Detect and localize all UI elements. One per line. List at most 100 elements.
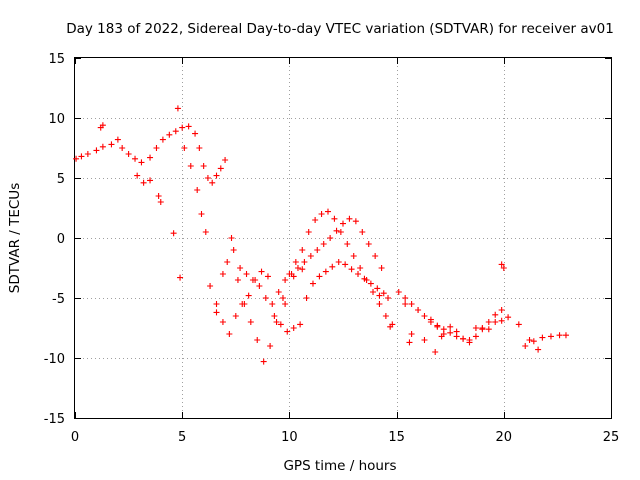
data-point <box>355 271 362 277</box>
data-point <box>243 271 250 277</box>
data-point <box>376 301 383 307</box>
data-point <box>213 172 220 179</box>
data-point <box>522 343 529 349</box>
data-point <box>264 273 271 280</box>
data-point <box>498 261 505 268</box>
data-point <box>219 319 226 325</box>
axis-ticks: 0 5 10 15 20 25 -15 -10 -5 0 5 10 15 <box>44 52 620 445</box>
grid-lines <box>75 58 611 418</box>
data-point <box>498 307 505 313</box>
data-point <box>370 289 377 295</box>
data-point <box>194 187 201 193</box>
data-point <box>402 295 409 301</box>
data-point <box>530 338 537 345</box>
data-point <box>262 295 269 301</box>
data-point <box>460 335 467 342</box>
data-point <box>453 328 460 335</box>
data-point <box>365 241 372 247</box>
data-point <box>539 334 546 341</box>
data-point <box>427 316 434 323</box>
data-point <box>316 273 323 280</box>
data-point <box>472 325 479 331</box>
data-point <box>305 229 312 235</box>
y-tick-label: 10 <box>48 112 65 127</box>
data-point <box>352 218 359 225</box>
data-point <box>408 331 415 337</box>
data-point <box>466 339 473 346</box>
data-point <box>273 319 280 325</box>
data-point <box>267 343 274 349</box>
data-point <box>196 145 203 151</box>
data-point <box>254 337 261 343</box>
data-point <box>314 247 321 253</box>
data-point <box>327 235 334 241</box>
y-tick-label: 5 <box>57 172 65 187</box>
data-point <box>361 275 368 282</box>
data-point <box>245 292 252 299</box>
data-point <box>204 175 211 181</box>
data-point <box>357 265 364 271</box>
data-point <box>438 333 445 340</box>
data-point <box>312 217 319 223</box>
data-point <box>299 247 306 253</box>
data-point <box>344 241 351 247</box>
data-point <box>252 277 259 283</box>
data-point <box>170 230 177 237</box>
data-point <box>350 253 357 259</box>
data-point <box>192 130 199 137</box>
chart-title: Day 183 of 2022, Sidereal Day-to-day VTE… <box>66 21 614 37</box>
data-point <box>562 332 569 339</box>
data-point <box>99 122 106 129</box>
data-point <box>99 143 106 150</box>
data-point <box>73 155 80 162</box>
data-point <box>434 323 441 330</box>
data-point <box>348 266 355 273</box>
data-point <box>320 241 327 247</box>
data-point <box>498 317 505 324</box>
data-point <box>78 153 85 160</box>
data-point <box>147 177 154 184</box>
data-point <box>209 179 216 186</box>
data-point <box>185 123 192 130</box>
data-point <box>200 163 207 169</box>
data-point <box>256 283 263 289</box>
data-point <box>155 193 162 199</box>
y-tick-label: -5 <box>52 292 65 307</box>
data-point <box>108 141 115 148</box>
data-point <box>159 136 166 143</box>
data-point <box>376 292 383 299</box>
data-point <box>535 346 542 353</box>
data-point <box>138 159 145 166</box>
data-point <box>382 313 389 319</box>
x-axis-label: GPS time / hours <box>283 458 396 474</box>
data-point <box>335 259 342 265</box>
data-point <box>472 333 479 340</box>
data-point <box>297 321 304 328</box>
data-point <box>402 301 409 307</box>
data-point <box>219 271 226 277</box>
data-point <box>217 165 224 172</box>
data-points <box>73 105 569 365</box>
data-point <box>395 289 402 295</box>
data-point <box>318 211 325 217</box>
x-tick-label: 10 <box>281 430 298 445</box>
data-point <box>515 321 522 328</box>
data-point <box>526 337 533 343</box>
data-point <box>239 301 246 307</box>
data-point <box>275 289 282 295</box>
y-tick-label: -10 <box>44 352 65 367</box>
data-point <box>556 332 563 339</box>
data-point <box>157 199 164 205</box>
data-point <box>140 179 147 186</box>
data-point <box>271 313 278 319</box>
data-point <box>505 314 512 321</box>
data-point <box>500 265 507 271</box>
data-point <box>213 301 220 307</box>
data-point <box>485 326 492 333</box>
data-point <box>207 283 214 289</box>
data-point <box>415 307 422 313</box>
x-tick-label: 25 <box>603 430 620 445</box>
data-point <box>346 215 353 222</box>
data-point <box>132 155 139 162</box>
data-point <box>387 323 394 330</box>
